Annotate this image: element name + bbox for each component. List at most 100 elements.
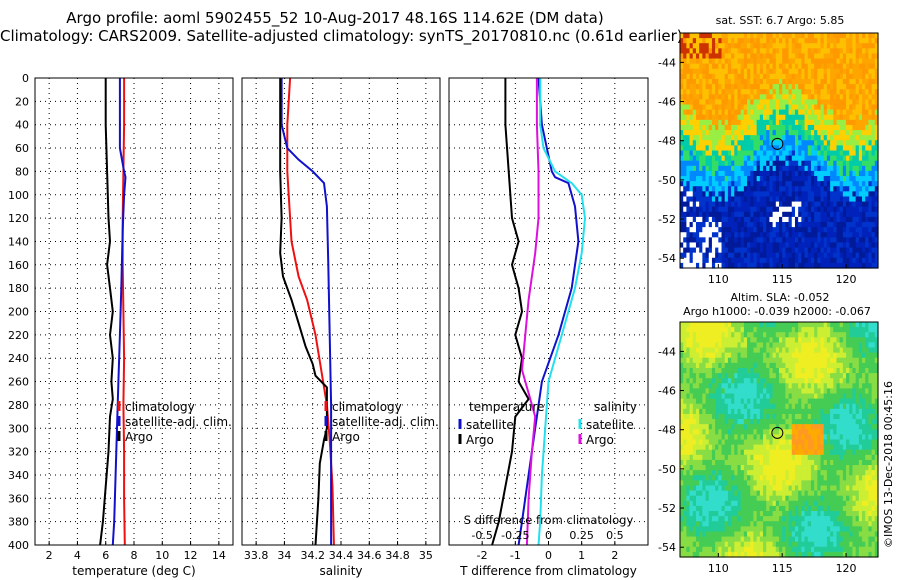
map-cell (820, 429, 825, 435)
map-cell (731, 33, 735, 39)
map-cell (820, 170, 825, 177)
map-cell (734, 475, 739, 481)
map-cell (715, 160, 719, 167)
map-cell (807, 337, 812, 344)
map-cell (810, 465, 815, 471)
map-cell (683, 176, 687, 182)
map-cell (782, 242, 786, 249)
map-cell (791, 357, 796, 364)
map-cell (718, 232, 723, 238)
map-cell (695, 419, 700, 425)
map-cell (804, 357, 809, 364)
map-cell (823, 211, 828, 218)
map-cell (724, 191, 729, 198)
map-cell (820, 327, 825, 333)
map-cell (689, 109, 694, 116)
map-cell (731, 357, 735, 364)
map-cell (775, 262, 780, 269)
map-cell (772, 378, 777, 384)
map-cell (788, 322, 793, 328)
map-cell (839, 398, 844, 405)
map-cell (721, 196, 726, 203)
map-cell (683, 114, 687, 121)
map-cell (801, 367, 806, 374)
map-cell (775, 84, 780, 90)
map-cell (862, 419, 866, 425)
map-cell (826, 357, 831, 364)
map-cell (702, 186, 707, 192)
map-cell (737, 459, 742, 466)
map-cell (702, 419, 707, 425)
map-cell (731, 475, 735, 481)
map-cell (871, 232, 876, 238)
map-cell (788, 465, 793, 471)
map-cell (680, 191, 684, 198)
map-cell (810, 434, 815, 441)
map-cell (750, 327, 755, 333)
map-cell (849, 475, 854, 481)
map-cell (804, 342, 809, 349)
map-cell (759, 413, 764, 420)
series-argo (279, 78, 328, 546)
map-cell (852, 424, 857, 430)
map-cell (814, 378, 818, 384)
map-cell (753, 465, 758, 471)
map-cell (817, 94, 822, 101)
map-cell (842, 383, 847, 390)
map-cell (743, 237, 748, 244)
map-cell (747, 227, 751, 233)
map-cell (772, 337, 777, 344)
map-cell (743, 393, 748, 400)
map-cell (785, 419, 790, 425)
map-cell (740, 155, 745, 162)
map-cell (779, 470, 783, 476)
map-cell (826, 94, 831, 101)
map-cell (865, 413, 870, 420)
map-cell (747, 206, 751, 213)
map-cell (830, 160, 834, 167)
map-cell (839, 63, 844, 70)
map-cell (779, 378, 783, 384)
map-cell (753, 176, 758, 182)
map-cell (810, 140, 815, 146)
map-cell (699, 160, 703, 167)
map-cell (801, 227, 806, 233)
map-cell (807, 332, 812, 338)
map-cell (695, 176, 700, 182)
map-cell (874, 48, 879, 55)
map-cell (747, 403, 751, 410)
map-cell (743, 262, 748, 269)
map-cell (743, 373, 748, 379)
map-cell (865, 201, 870, 208)
map-cell (820, 38, 825, 44)
map-cell (718, 160, 723, 167)
map-cell (686, 403, 691, 410)
map-cell (772, 48, 777, 55)
map-cell (740, 327, 745, 333)
map-cell (817, 124, 822, 131)
map-cell (763, 465, 767, 471)
map-cell (734, 140, 739, 146)
map-cell (689, 104, 694, 111)
map-cell (740, 78, 745, 85)
map-cell (740, 388, 745, 395)
map-cell (756, 48, 761, 55)
map-cell (759, 104, 764, 111)
map-cell (702, 222, 707, 228)
map-cell (836, 357, 841, 364)
map-cell (788, 257, 793, 264)
map-cell (862, 181, 866, 187)
map-cell (779, 393, 783, 400)
map-cell (715, 413, 719, 420)
map-cell (702, 114, 707, 121)
map-tick-label-y: -46 (658, 96, 676, 109)
map-cell (846, 68, 850, 75)
map-cell (747, 135, 751, 141)
map-cell (814, 475, 818, 481)
map-cell (680, 222, 684, 228)
map-cell (871, 130, 876, 136)
map-cell (804, 170, 809, 177)
map-cell (747, 232, 751, 238)
map-cell (702, 352, 707, 359)
map-cell (702, 89, 707, 95)
